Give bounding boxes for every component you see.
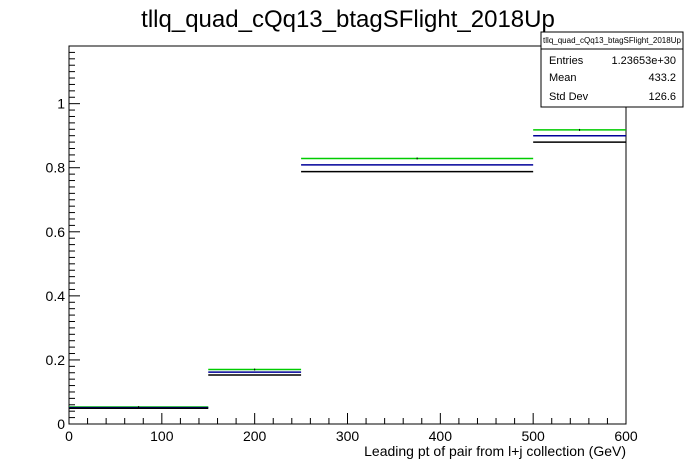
stats-entries-label: Entries (549, 55, 584, 67)
stats-entries-value: 1.23653e+30 (611, 55, 676, 67)
y-tick-label: 1 (57, 96, 65, 112)
y-tick-label: 0.8 (46, 160, 66, 176)
x-axis-label: Leading pt of pair from l+j collection (… (364, 443, 626, 459)
y-axis: 0 0.2 0.4 0.6 0.8 1 (46, 45, 80, 432)
x-tick-label: 500 (521, 428, 545, 444)
y-tick-label: 0 (57, 416, 65, 432)
stats-box: tllq_quad_cQq13_btagSFlight_2018Up Entri… (540, 31, 684, 108)
x-tick-label: 400 (429, 428, 453, 444)
y-tick-label: 0.6 (46, 224, 66, 240)
x-tick-label: 200 (243, 428, 267, 444)
stats-box-frame (540, 31, 684, 108)
x-tick-label: 300 (336, 428, 360, 444)
x-tick-label: 0 (65, 428, 73, 444)
series-layer (69, 128, 626, 410)
stats-box-title: tllq_quad_cQq13_btagSFlight_2018Up (543, 36, 681, 45)
chart-title: tllq_quad_cQq13_btagSFlight_2018Up (141, 6, 555, 33)
x-tick-label: 100 (150, 428, 174, 444)
stats-mean-value: 433.2 (648, 72, 676, 84)
y-tick-label: 0.4 (46, 288, 66, 304)
y-tick-label: 0.2 (46, 352, 66, 368)
x-tick-label: 600 (614, 428, 638, 444)
stats-stddev-label: Std Dev (549, 91, 589, 103)
stats-stddev-value: 126.6 (648, 91, 676, 103)
x-axis: 0 100 200 300 400 500 600 (65, 413, 638, 444)
stats-mean-label: Mean (549, 72, 577, 84)
